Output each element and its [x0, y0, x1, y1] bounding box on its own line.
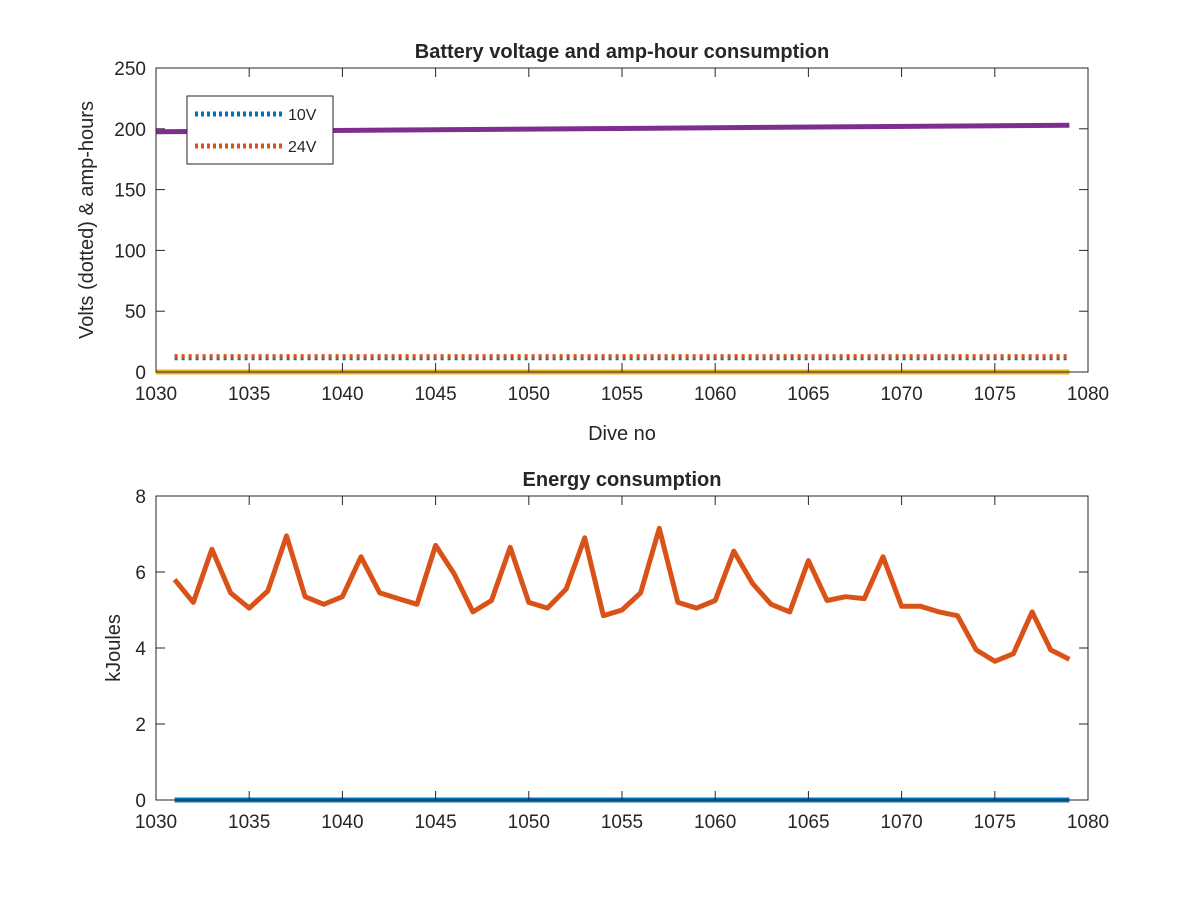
x-tick-label: 1045	[414, 812, 456, 833]
x-tick-label: 1065	[787, 812, 829, 833]
x-tick-label: 1035	[228, 384, 270, 405]
x-tick-label: 1030	[135, 812, 177, 833]
y-tick-label: 100	[114, 241, 146, 262]
legend-box	[186, 95, 334, 165]
y-tick-label: 0	[135, 791, 146, 812]
x-axis-label: Dive no	[588, 423, 656, 445]
legend-label-24v: 24V	[288, 139, 317, 156]
x-tick-label: 1040	[321, 384, 363, 405]
chart-energy: 1030 1035 1040 1045 1050 1055 1060 1065 1070 1075…	[103, 469, 1109, 833]
x-tick-label: 1055	[601, 384, 643, 405]
y-tick-label: 2	[135, 715, 146, 736]
x-tick-label: 1045	[414, 384, 456, 405]
chart-title: Battery voltage and amp-hour consumption	[415, 41, 829, 63]
y-axis-label: Volts (dotted) & amp-hours	[76, 101, 98, 339]
x-tick-label: 1050	[508, 812, 550, 833]
legend: 10V 24V	[186, 95, 334, 165]
y-tick-label: 4	[135, 639, 146, 660]
x-tick-label: 1030	[135, 384, 177, 405]
y-axis-label: kJoules	[103, 614, 125, 682]
x-tick-label: 1060	[694, 384, 736, 405]
x-tick-label: 1070	[880, 812, 922, 833]
y-tick-label: 200	[114, 120, 146, 141]
plot-area	[156, 496, 1088, 800]
y-tick-label: 50	[125, 302, 146, 323]
y-tick-label: 0	[135, 363, 146, 384]
y-tick-label: 150	[114, 181, 146, 202]
chart-battery: 1030 1035 1040 1045 1050 1055 1060 1065 1070 1075…	[76, 41, 1109, 445]
y-tick-label: 250	[114, 59, 146, 80]
x-tick-label: 1080	[1067, 812, 1109, 833]
x-tick-label: 1075	[974, 384, 1016, 405]
chart-title: Energy consumption	[523, 469, 722, 491]
x-tick-label: 1055	[601, 812, 643, 833]
x-tick-label: 1070	[880, 384, 922, 405]
x-tick-label: 1035	[228, 812, 270, 833]
series-line-orange	[172, 525, 1071, 664]
x-tick-label: 1075	[974, 812, 1016, 833]
x-tick-label: 1080	[1067, 384, 1109, 405]
y-tick-label: 6	[135, 563, 146, 584]
legend-label-10v: 10V	[288, 107, 317, 124]
x-tick-label: 1040	[321, 812, 363, 833]
y-tick-label: 8	[135, 487, 146, 508]
x-tick-label: 1065	[787, 384, 829, 405]
x-tick-label: 1060	[694, 812, 736, 833]
x-tick-label: 1050	[508, 384, 550, 405]
